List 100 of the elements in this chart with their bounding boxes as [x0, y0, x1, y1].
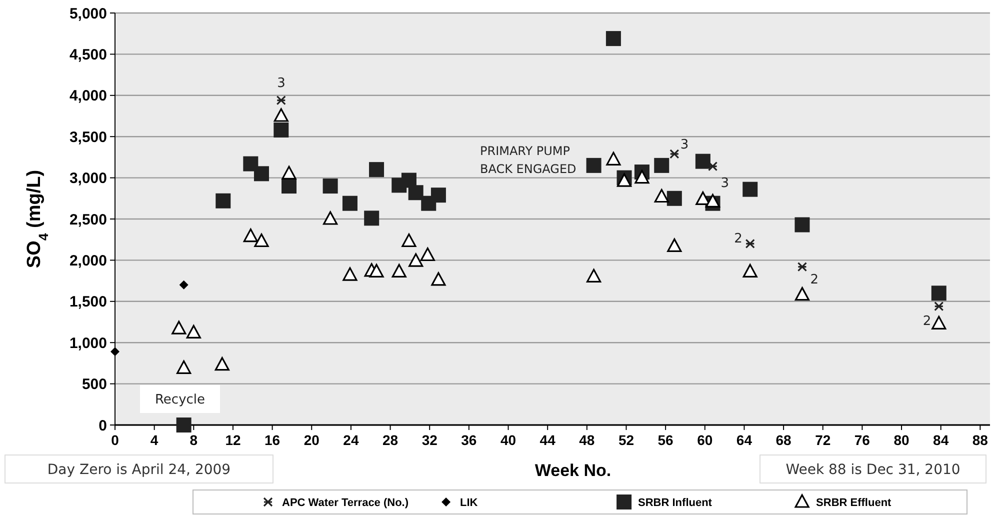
- legend-label: LIK: [460, 496, 478, 509]
- point: [616, 173, 632, 187]
- x-tick-label: 0: [111, 432, 120, 448]
- point: [634, 170, 650, 184]
- point: [176, 360, 192, 374]
- y-tick-label: 1,500: [69, 294, 107, 311]
- annotation: 3: [277, 76, 286, 91]
- x-tick-label: 40: [500, 432, 516, 448]
- y-tick-label: 4,000: [69, 88, 107, 105]
- text: Day Zero is April 24, 2009: [47, 462, 231, 478]
- point: [369, 264, 384, 278]
- point: [705, 194, 720, 208]
- x-tick-label: 76: [854, 432, 870, 448]
- x-axis-title: Week No.: [534, 461, 612, 480]
- point: [282, 166, 296, 180]
- point: [322, 178, 338, 194]
- point: [176, 418, 192, 432]
- x-tick-label: 12: [225, 432, 241, 448]
- point: [606, 152, 621, 166]
- point: [243, 228, 258, 242]
- x-tick-label: 84: [933, 432, 949, 448]
- x-tick-label: 88: [972, 432, 988, 448]
- point: [186, 324, 201, 339]
- point: [696, 191, 710, 206]
- point: [179, 280, 188, 290]
- point: [667, 238, 682, 252]
- point: [408, 253, 424, 267]
- x-tick-label: 24: [343, 432, 359, 448]
- y-tick-label: 2,000: [69, 252, 107, 270]
- point: [323, 211, 338, 225]
- point: [931, 286, 946, 301]
- point: [408, 185, 424, 200]
- point: [742, 182, 758, 197]
- annotation: 2: [810, 272, 818, 288]
- x-tick-label: 16: [264, 432, 280, 448]
- x-tick-label: 60: [697, 432, 713, 448]
- x-tick-label: 72: [815, 432, 831, 448]
- point: [274, 122, 289, 138]
- y-tick-label: 5,000: [69, 5, 107, 22]
- point: [606, 31, 621, 46]
- annotation: PRIMARY PUMP BACK ENGAGED: [480, 144, 576, 176]
- point: [695, 154, 710, 169]
- point: [216, 193, 231, 208]
- y-tick-label: 500: [82, 376, 107, 394]
- point: [794, 217, 810, 232]
- point: [172, 320, 186, 334]
- legend-label: SRBR Effluent: [816, 496, 892, 509]
- point: [254, 166, 269, 182]
- x-tick-label: 56: [658, 432, 674, 448]
- x-tick-label: 28: [382, 432, 398, 448]
- point: [794, 287, 810, 301]
- y-tick-label: 4,500: [69, 46, 107, 64]
- point: [654, 188, 669, 203]
- x-tick-label: 68: [776, 432, 792, 448]
- y-tick-label: 1,000: [69, 334, 107, 352]
- point: [342, 196, 358, 211]
- point: [666, 190, 682, 206]
- point: [586, 268, 602, 282]
- point: [420, 247, 435, 262]
- x-tick-label: 48: [579, 432, 595, 448]
- x-tick-label: 32: [422, 432, 438, 448]
- annotation: 3: [680, 137, 689, 152]
- y-tick-label: 0: [98, 417, 107, 434]
- point: [402, 233, 416, 248]
- point: [243, 156, 258, 172]
- y-tick-label: 3,000: [69, 170, 107, 188]
- y-tick-label: 2,500: [69, 211, 107, 228]
- point: [214, 357, 230, 371]
- legend-label: APC Water Terrace (No.): [282, 496, 409, 509]
- point: [586, 158, 602, 173]
- y-tick-label: 3,500: [69, 128, 107, 146]
- annotation: Recycle: [154, 392, 206, 408]
- point: [110, 347, 120, 356]
- x-tick-label: 4: [150, 432, 158, 448]
- point: [342, 267, 358, 281]
- x-tick-label: 44: [540, 432, 556, 448]
- legend-label: SRBR Influent: [638, 496, 712, 509]
- point: [274, 108, 288, 122]
- x-tick-label: 80: [894, 432, 910, 448]
- x-tick-label: 20: [304, 432, 320, 448]
- x-tick-label: 36: [461, 432, 477, 448]
- point: [430, 188, 446, 203]
- point: [431, 272, 446, 286]
- point: [369, 162, 384, 178]
- point: [670, 149, 680, 159]
- point: [708, 161, 718, 172]
- x-tick-label: 52: [618, 432, 634, 448]
- point: [742, 264, 758, 278]
- x-tick-label: 8: [190, 432, 198, 448]
- point: [797, 262, 808, 272]
- point: [282, 178, 297, 194]
- point: [745, 238, 755, 249]
- point: [934, 302, 944, 312]
- point: [276, 96, 286, 106]
- point: [254, 233, 269, 248]
- point: [654, 158, 670, 173]
- point: [392, 264, 406, 278]
- point: [932, 316, 946, 330]
- x-tick-label: 64: [736, 432, 752, 448]
- text: Week 88 is Dec 31, 2010: [786, 462, 960, 478]
